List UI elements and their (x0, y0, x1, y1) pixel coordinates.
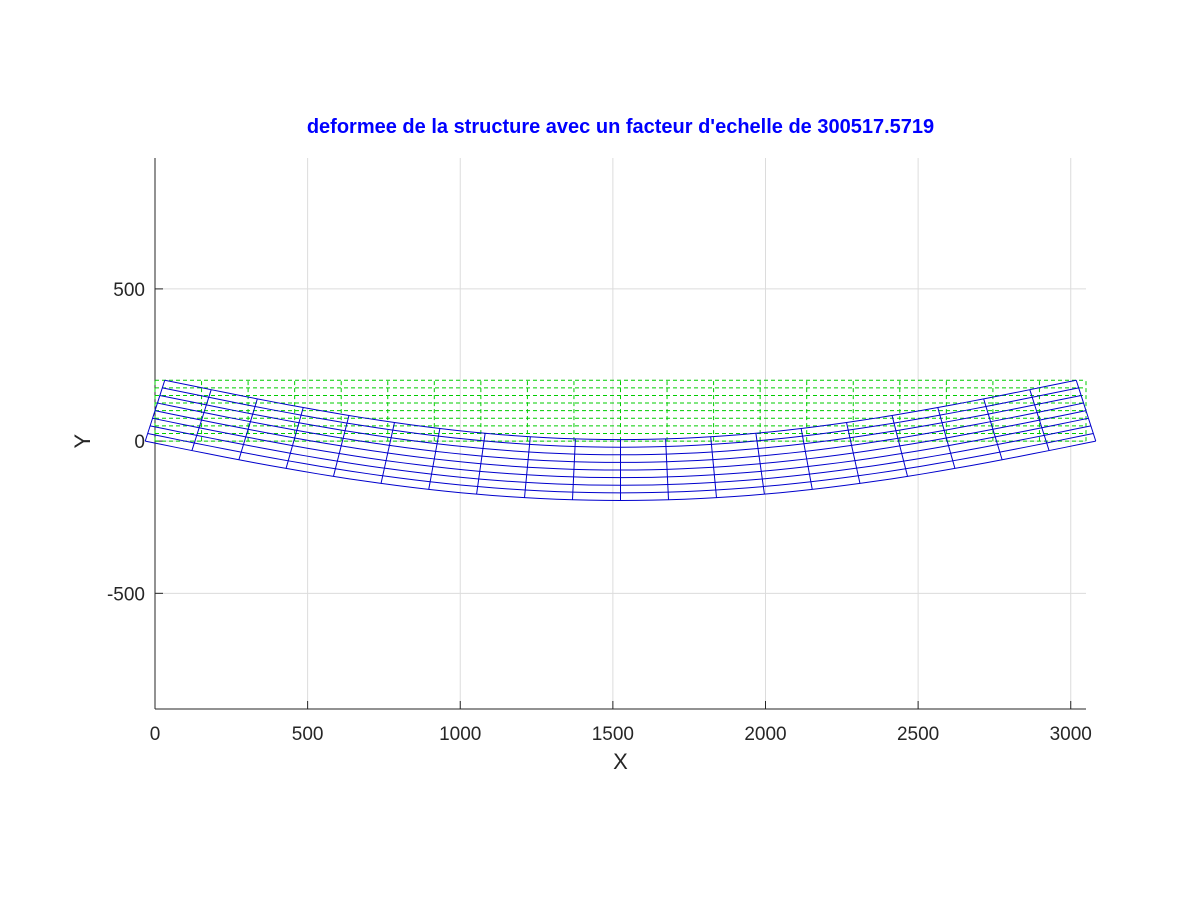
deformed-column-line (332, 415, 350, 477)
y-tick-label: 500 (113, 280, 145, 301)
x-tick-label: 0 (150, 724, 161, 745)
deformed-column-line (800, 428, 813, 490)
deformed-column-line (285, 407, 304, 469)
deformed-column-line (191, 389, 212, 451)
x-tick-label: 2500 (897, 724, 939, 745)
deformed-column-line (238, 398, 258, 460)
deformed-column-line (983, 398, 1003, 460)
deformed-column-line (891, 415, 909, 477)
x-tick-labels: 0 500 1000 1500 2000 2500 3000 (150, 724, 1092, 745)
deformed-column-line (1075, 380, 1097, 442)
x-tick-label: 500 (292, 724, 324, 745)
x-tick-label: 1000 (439, 724, 481, 745)
deformed-column-line (755, 433, 765, 495)
chart-title: deformee de la structure avec un facteur… (306, 116, 935, 138)
deformed-column-line (144, 380, 166, 442)
y-tick-label: 0 (134, 432, 145, 453)
y-tick-labels: -500 0 500 (107, 280, 145, 605)
x-tick-label: 2000 (744, 724, 786, 745)
deformed-column-line (571, 438, 576, 500)
deformed-column-line (710, 436, 717, 498)
y-axis-label: Y (70, 433, 95, 448)
x-tick-label: 3000 (1050, 724, 1092, 745)
deformed-column-line (937, 407, 956, 469)
x-tick-label: 1500 (592, 724, 634, 745)
undeformed-mesh (154, 379, 1087, 442)
deformed-column-line (524, 436, 531, 498)
deformed-column-line (1029, 389, 1050, 451)
deformed-mesh (144, 379, 1097, 501)
x-axis-label: X (613, 749, 628, 774)
deformed-column-line (380, 422, 395, 484)
deformed-column-line (846, 422, 861, 484)
y-tick-label: -500 (107, 584, 145, 605)
deformed-column-line (476, 433, 486, 495)
deformed-column-line (665, 438, 670, 500)
deformed-column-line (428, 428, 441, 490)
